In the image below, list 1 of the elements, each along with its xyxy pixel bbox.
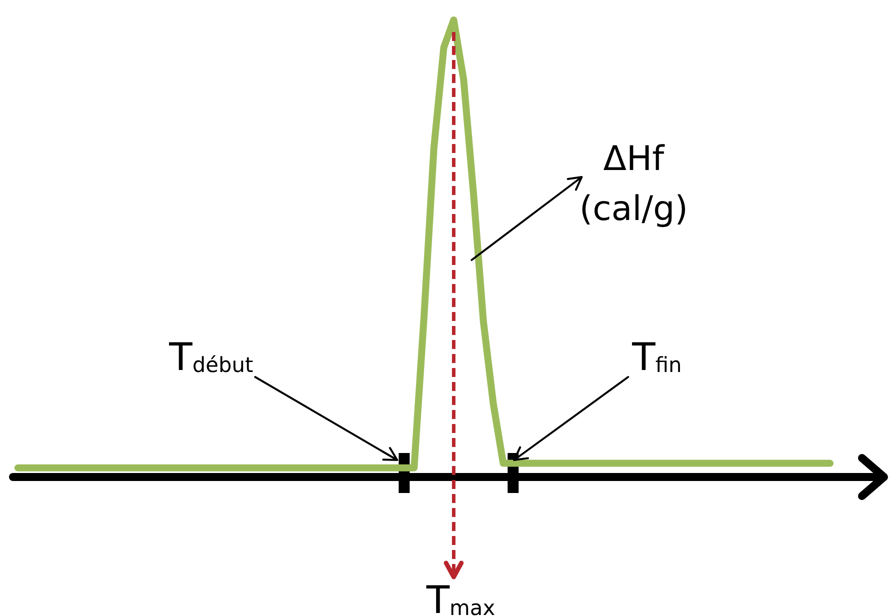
annotation: ΔHf (cal/g) [579, 139, 688, 229]
